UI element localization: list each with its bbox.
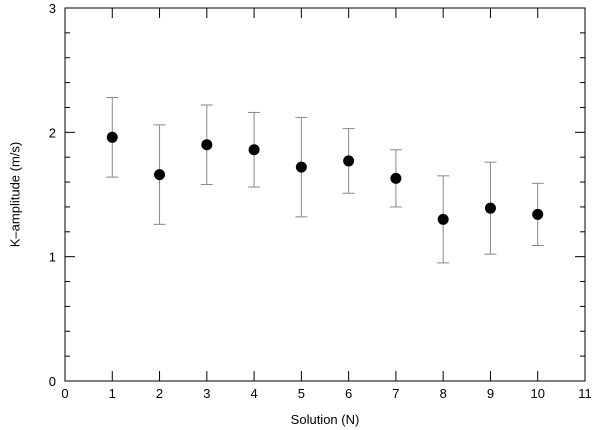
data-point: [437, 213, 449, 225]
x-tick-label: 6: [345, 386, 352, 401]
data-point: [532, 208, 544, 220]
data-point: [106, 131, 118, 143]
y-tick-label: 1: [49, 250, 56, 265]
x-tick-label: 1: [109, 386, 116, 401]
tick-labels: 0 1 2 3 4 5 6 7 8 9 10 11 0 1 2 3: [49, 1, 592, 401]
data-point: [201, 139, 213, 151]
plot-frame: [64, 7, 586, 382]
x-tick-label: 8: [440, 386, 447, 401]
data-point: [295, 161, 307, 173]
data-point: [484, 202, 496, 214]
axis-ticks: [64, 7, 586, 382]
data-point: [154, 169, 166, 181]
x-tick-label: 7: [392, 386, 399, 401]
x-tick-label: 0: [61, 386, 68, 401]
x-axis-label: Solution (N): [291, 412, 360, 427]
data-point: [248, 144, 260, 156]
data-point: [343, 155, 355, 167]
x-tick-label: 3: [203, 386, 210, 401]
x-tick-label: 11: [578, 386, 592, 401]
x-tick-label: 5: [298, 386, 305, 401]
data-point: [390, 172, 402, 184]
x-tick-label: 2: [156, 386, 163, 401]
x-tick-label: 4: [250, 386, 257, 401]
error-bars: [106, 97, 544, 264]
y-tick-label: 0: [49, 374, 56, 389]
y-tick-label: 3: [49, 1, 56, 16]
data-points: [106, 131, 544, 225]
x-tick-label: 10: [530, 386, 544, 401]
y-tick-label: 2: [49, 125, 56, 140]
y-axis-label: K–amplitude (m/s): [7, 142, 22, 247]
x-tick-label: 9: [487, 386, 494, 401]
